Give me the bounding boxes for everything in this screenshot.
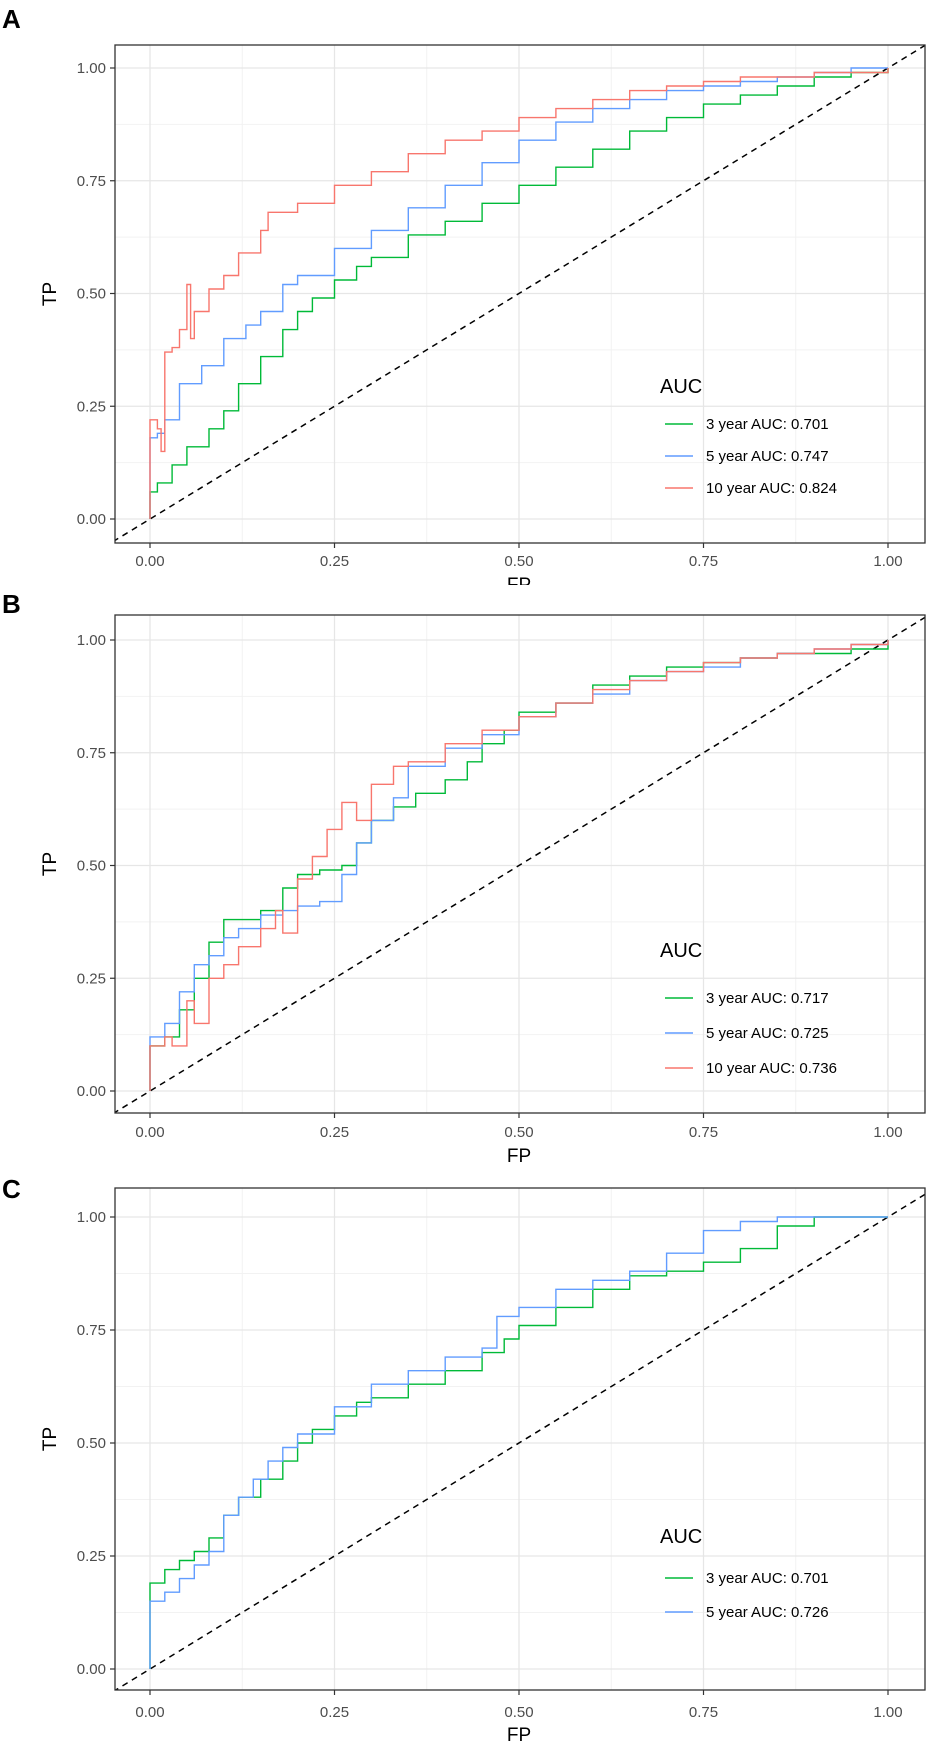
panel-a-series-line-1 — [149, 68, 889, 519]
panel-c-x-tick-label: 0.75 — [689, 1704, 718, 1721]
panel-a-legend-label-3: 10 year AUC: 0.824 — [706, 480, 837, 497]
panel-c-y-tick-label: 0.25 — [77, 1548, 106, 1565]
panel-b-legend-label-2: 5 year AUC: 0.725 — [706, 1025, 829, 1042]
panel-b-plot-border — [114, 614, 926, 1114]
panel-b-x-tick-label: 0.75 — [689, 1124, 718, 1141]
roc-chart-a: A 0.00 0.00 0.25 0.25 0.50 0.50 0.75 0.75 1.00 1.0… — [2, 4, 926, 585]
panel-a-y-axis-title: TP — [40, 282, 61, 306]
panel-b-letter: B — [2, 589, 21, 619]
panel-c-legend-title: AUC — [660, 1526, 702, 1548]
panel-a-legend-label-1: 3 year AUC: 0.701 — [706, 416, 829, 433]
panel-c-y-tick-label: 1.00 — [77, 1209, 106, 1226]
panel-b-y-tick-label: 0.00 — [77, 1083, 106, 1100]
panel-b-x-tick-label: 0.25 — [320, 1124, 349, 1141]
panel-c-y-tick-label: 0.75 — [77, 1322, 106, 1339]
panel-a-y-tick-label: 0.25 — [77, 398, 106, 415]
panel-a-x-tick-label: 0.25 — [320, 553, 349, 570]
panel-a-y-tick-label: 0.50 — [77, 286, 106, 303]
roc-panel-b: B 0.00 0.00 0.25 0.25 0.50 0.50 0.75 0.75 1.00 1.0… — [0, 585, 927, 1170]
panel-a-letter: A — [2, 4, 21, 34]
panel-a-legend-label-2: 5 year AUC: 0.747 — [706, 448, 829, 465]
panel-a-legend-title: AUC — [660, 376, 702, 398]
panel-c-x-tick-label: 1.00 — [873, 1704, 902, 1721]
panel-c-x-tick-label: 0.00 — [135, 1704, 164, 1721]
panel-c-letter: C — [2, 1174, 21, 1204]
panel-b-x-tick-label: 1.00 — [873, 1124, 902, 1141]
panel-a-y-tick-label: 0.00 — [77, 511, 106, 528]
panel-b-plot-area — [115, 615, 925, 1113]
panel-a-x-axis-title: FP — [507, 575, 531, 585]
panel-a-plot-border — [114, 44, 926, 544]
panel-b-y-axis-title: TP — [40, 852, 61, 876]
panel-a-x-tick-label: 1.00 — [873, 553, 902, 570]
panel-b-legend-title: AUC — [660, 940, 702, 962]
roc-chart-c: C 0.00 0.00 0.25 0.25 0.50 0.50 0.75 0.75 1.00 1.0… — [2, 1174, 926, 1743]
panel-c-y-axis-title: TP — [40, 1427, 61, 1451]
panel-b-x-tick-label: 0.00 — [135, 1124, 164, 1141]
panel-a-x-tick-label: 0.00 — [135, 553, 164, 570]
panel-a-y-tick-label: 0.75 — [77, 173, 106, 190]
panel-a-y-tick-label: 1.00 — [77, 60, 106, 77]
panel-c-plot-area — [115, 1188, 925, 1690]
panel-c-legend-label-1: 3 year AUC: 0.701 — [706, 1570, 829, 1587]
panel-b-y-tick-label: 0.50 — [77, 858, 106, 875]
panel-a-series-line-2 — [149, 67, 888, 519]
panel-a-series-line-3 — [149, 68, 889, 519]
panel-b-series-line-3 — [149, 640, 889, 1091]
panel-a-x-tick-label: 0.50 — [504, 553, 533, 570]
panel-c-x-axis-title: FP — [507, 1725, 531, 1743]
panel-b-series-line-2 — [149, 640, 889, 1091]
roc-panel-a: A 0.00 0.00 0.25 0.25 0.50 0.50 0.75 0.75 1.00 1.0… — [0, 0, 927, 585]
panel-c-y-tick-label: 0.00 — [77, 1661, 106, 1678]
panel-c-legend-label-2: 5 year AUC: 0.726 — [706, 1604, 829, 1621]
panel-b-y-tick-label: 1.00 — [77, 632, 106, 649]
panel-b-legend-label-1: 3 year AUC: 0.717 — [706, 990, 829, 1007]
panel-c-plot-border — [114, 1187, 926, 1691]
panel-c-series-line-1 — [149, 1216, 888, 1669]
panel-c-x-tick-label: 0.25 — [320, 1704, 349, 1721]
panel-b-y-tick-label: 0.25 — [77, 970, 106, 987]
panel-c-series-line-2 — [149, 1216, 888, 1669]
roc-chart-b: B 0.00 0.00 0.25 0.25 0.50 0.50 0.75 0.75 1.00 1.0… — [2, 589, 926, 1167]
panel-b-y-tick-label: 0.75 — [77, 745, 106, 762]
panel-c-y-tick-label: 0.50 — [77, 1435, 106, 1452]
panel-b-x-axis-title: FP — [507, 1146, 531, 1167]
panel-b-legend-label-3: 10 year AUC: 0.736 — [706, 1060, 837, 1077]
panel-b-x-tick-label: 0.50 — [504, 1124, 533, 1141]
roc-panel-c: C 0.00 0.00 0.25 0.25 0.50 0.50 0.75 0.75 1.00 1.0… — [0, 1170, 927, 1743]
panel-c-x-tick-label: 0.50 — [504, 1704, 533, 1721]
panel-a-x-tick-label: 0.75 — [689, 553, 718, 570]
